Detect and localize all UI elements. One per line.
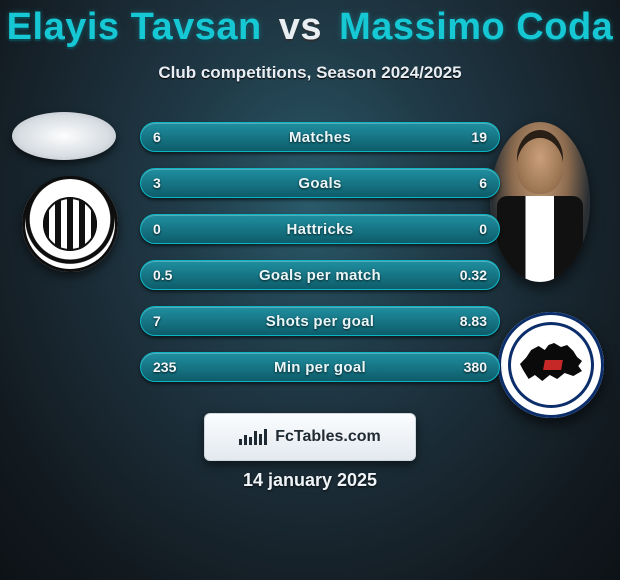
bar-icon — [259, 434, 262, 445]
badge-red-accent-icon — [543, 360, 563, 370]
brand-badge: FcTables.com — [204, 413, 416, 461]
stat-left-value: 7 — [153, 307, 161, 335]
stat-right-value: 0.32 — [460, 261, 487, 289]
title-player1: Elayis Tavsan — [7, 6, 262, 48]
brand-text: FcTables.com — [275, 428, 381, 446]
stats-panel: 6 Matches 19 3 Goals 6 0 Hattricks 0 0.5… — [140, 122, 500, 398]
stat-right-value: 19 — [471, 123, 487, 151]
stat-row: 0 Hattricks 0 — [140, 214, 500, 244]
stat-row: 3 Goals 6 — [140, 168, 500, 198]
bar-icon — [264, 429, 267, 445]
stat-label: Goals per match — [259, 267, 381, 284]
player1-photo — [12, 112, 116, 160]
player1-club-badge — [22, 176, 118, 272]
stat-left-value: 3 — [153, 169, 161, 197]
stat-label: Goals — [298, 175, 341, 192]
stat-left-value: 0 — [153, 215, 161, 243]
player2-club-badge — [498, 312, 604, 418]
subtitle: Club competitions, Season 2024/2025 — [0, 63, 620, 83]
brand-bars-icon — [239, 429, 267, 445]
stat-right-value: 8.83 — [460, 307, 487, 335]
stat-row: 6 Matches 19 — [140, 122, 500, 152]
bar-icon — [249, 437, 252, 445]
content-root: Elayis Tavsan vs Massimo Coda Club compe… — [0, 0, 620, 580]
stat-left-value: 235 — [153, 353, 176, 381]
bar-icon — [239, 439, 242, 445]
stat-row: 7 Shots per goal 8.83 — [140, 306, 500, 336]
stat-label: Hattricks — [287, 221, 354, 238]
badge-stripes-icon — [43, 197, 97, 251]
player2-photo — [490, 122, 590, 282]
stat-left-value: 6 — [153, 123, 161, 151]
page-title: Elayis Tavsan vs Massimo Coda — [0, 0, 620, 49]
stat-right-value: 380 — [464, 353, 487, 381]
date-label: 14 january 2025 — [0, 470, 620, 491]
stat-row: 0.5 Goals per match 0.32 — [140, 260, 500, 290]
title-player2: Massimo Coda — [339, 6, 613, 48]
bar-icon — [244, 435, 247, 445]
stat-right-value: 6 — [479, 169, 487, 197]
stat-row: 235 Min per goal 380 — [140, 352, 500, 382]
title-vs: vs — [279, 6, 322, 48]
stat-right-value: 0 — [479, 215, 487, 243]
bar-icon — [254, 431, 257, 445]
stat-label: Matches — [289, 129, 351, 146]
stat-label: Min per goal — [274, 359, 366, 376]
stat-left-value: 0.5 — [153, 261, 172, 289]
stat-label: Shots per goal — [266, 313, 374, 330]
